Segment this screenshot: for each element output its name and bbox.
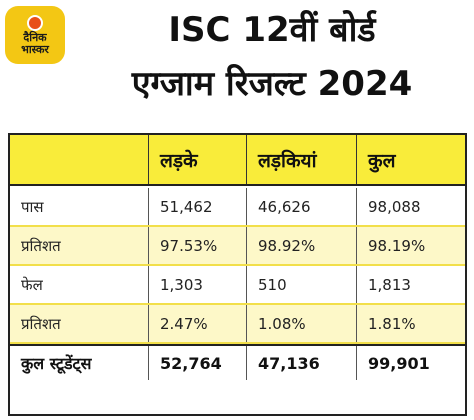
- table-cell: 98,088: [368, 197, 421, 216]
- row-label: पास: [10, 188, 149, 225]
- row-label: फेल: [10, 266, 149, 303]
- logo-text-line1: दैनिक: [23, 30, 47, 44]
- header-cell-empty: [10, 135, 149, 184]
- table-row: प्रतिशत 2.47% 1.08% 1.81%: [10, 305, 465, 342]
- table-cell: 2.47%: [149, 305, 247, 342]
- table-cell: 46,626: [247, 188, 357, 225]
- row-divider: [10, 225, 465, 227]
- header-cell-total: कुल: [368, 149, 396, 172]
- table-header-row: लड़के लड़कियां कुल: [10, 135, 465, 186]
- header-cell-boys: लड़के: [149, 135, 247, 184]
- row-divider: [10, 264, 465, 266]
- table-cell: 51,462: [149, 188, 247, 225]
- title-line2: एग्जाम रिजल्ट 2024: [131, 64, 413, 104]
- table-cell: 1,303: [149, 266, 247, 303]
- table-row: प्रतिशत 97.53% 98.92% 98.19%: [10, 227, 465, 264]
- sun-icon: [27, 14, 43, 31]
- table-bottom-space: [10, 380, 465, 414]
- table-cell: 98.19%: [368, 236, 426, 255]
- table-row: फेल 1,303 510 1,813: [10, 266, 465, 303]
- header-cell-girls: लड़कियां: [247, 135, 357, 184]
- table-cell: 510: [247, 266, 357, 303]
- total-boys: 52,764: [149, 346, 247, 380]
- table-cell: 1.08%: [247, 305, 357, 342]
- dainik-bhaskar-logo: दैनिक भास्कर: [5, 6, 65, 64]
- table-cell: 98.92%: [247, 227, 357, 264]
- logo-text-line2: भास्कर: [21, 42, 49, 56]
- row-label: प्रतिशत: [10, 227, 149, 264]
- row-divider: [10, 342, 465, 344]
- table-cell: 1,813: [368, 275, 411, 294]
- table-cell: 97.53%: [149, 227, 247, 264]
- title-line1: ISC 12वीं बोर्ड: [168, 10, 376, 50]
- table-total-row: कुल स्टूडेंट्स 52,764 47,136 99,901: [10, 344, 465, 380]
- table-row: पास 51,462 46,626 98,088: [10, 188, 465, 225]
- total-girls: 47,136: [247, 346, 357, 380]
- total-label: कुल स्टूडेंट्स: [10, 346, 149, 380]
- total-all: 99,901: [368, 353, 430, 373]
- row-divider: [10, 303, 465, 305]
- table-cell: 1.81%: [368, 314, 416, 333]
- row-label: प्रतिशत: [10, 305, 149, 342]
- results-table: लड़के लड़कियां कुल पास 51,462 46,626 98,…: [8, 133, 467, 416]
